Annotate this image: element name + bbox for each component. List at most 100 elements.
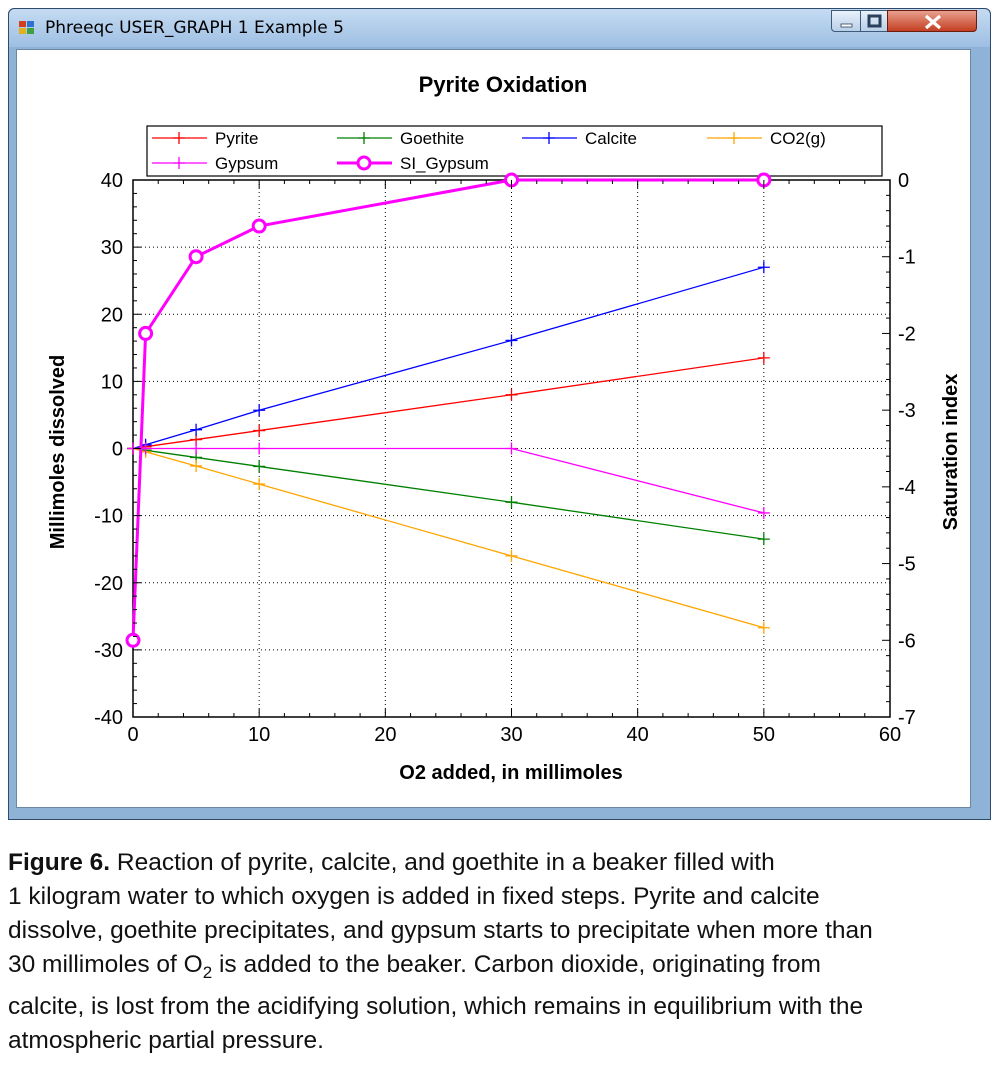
data-point (757, 351, 770, 364)
x-tick-label: 10 (248, 724, 270, 746)
data-point (190, 442, 203, 455)
legend-label: Goethite (400, 129, 464, 148)
legend-box (146, 125, 883, 177)
legend-item: Pyrite (152, 129, 258, 148)
data-point (253, 442, 266, 455)
minimize-icon (840, 23, 853, 28)
data-point (505, 549, 518, 562)
chart-series (125, 172, 772, 648)
legend-swatch-marker (173, 132, 185, 144)
series-line (132, 447, 765, 629)
legend-item: Gypsum (152, 154, 278, 173)
data-point (190, 459, 203, 472)
y2-tick-label: 0 (898, 170, 909, 192)
window-title: Phreeqc USER_GRAPH 1 Example 5 (45, 18, 344, 38)
caption-line-2: 1 kilogram water to which oxygen is adde… (8, 883, 820, 910)
caption-text-4a: 30 millimoles of O (8, 951, 203, 978)
chart-legend: Pyrite Goethite Calcite CO2(g) Gypsum SI_Gyps… (146, 125, 883, 177)
y2-tick-label: -2 (898, 323, 916, 345)
x-tick-label: 50 (753, 724, 775, 746)
series-line (131, 178, 764, 641)
legend-item: SI_Gypsum (337, 154, 489, 173)
legend-swatch-marker (356, 155, 372, 171)
data-point (757, 533, 770, 546)
x-tick-label: 30 (500, 724, 522, 746)
caption-text-1: Reaction of pyrite, calcite, and goethit… (110, 849, 775, 876)
maximize-icon (867, 14, 882, 28)
x-tick-label: 40 (627, 724, 649, 746)
legend-swatch-marker (543, 132, 555, 144)
series-calcite (127, 261, 770, 455)
legend-swatch-marker (173, 157, 185, 169)
y-tick-label: 40 (101, 170, 123, 192)
y-tick-label: -40 (94, 707, 123, 729)
chart-panel: Pyrite Oxidation Pyrite Goethite Calcite CO… (16, 49, 971, 808)
y-axis-label: Millimoles dissolved (47, 355, 69, 550)
x-tick-label: 60 (879, 724, 901, 746)
series-line (133, 447, 764, 514)
legend-swatch-marker (358, 132, 370, 144)
data-point (190, 423, 203, 436)
legend-item: CO2(g) (707, 129, 826, 148)
data-point (138, 325, 154, 341)
series-si-gypsum (125, 172, 772, 648)
series-line (132, 447, 764, 540)
legend-label: SI_Gypsum (400, 154, 489, 173)
y-tick-label: -30 (94, 640, 123, 662)
minimize-button[interactable] (831, 10, 861, 32)
series-line (132, 357, 764, 450)
data-point (505, 496, 518, 509)
caption-line-6: atmospheric partial pressure. (8, 1026, 324, 1054)
data-point (253, 478, 266, 491)
y-tick-label: -10 (94, 506, 123, 528)
series-gypsum (127, 442, 770, 519)
y2-tick-label: -5 (898, 554, 916, 576)
x-tick-label: 0 (127, 724, 138, 746)
series-pyrite (127, 351, 770, 455)
data-point (757, 506, 770, 519)
data-point (251, 218, 267, 234)
chart-title: Pyrite Oxidation (419, 72, 588, 97)
chart-ticks: 0 10 20 30 40 50 60-40-30-20-10010203040-7-6-5… (94, 170, 916, 746)
app-icon (19, 21, 34, 34)
close-icon (924, 14, 942, 30)
data-point (125, 632, 141, 648)
chart-canvas: Pyrite Oxidation Pyrite Goethite Calcite CO… (47, 72, 962, 784)
series-goethite (127, 442, 770, 546)
caption-line-4: 30 millimoles of O2 is added to the beak… (8, 948, 998, 990)
caption-label: Figure 6. (8, 849, 111, 876)
chart-window: Phreeqc USER_GRAPH 1 Example 5 Pyrite Ox… (8, 8, 991, 820)
data-point (253, 424, 266, 437)
y2-tick-label: -7 (898, 707, 916, 729)
legend-label: CO2(g) (770, 129, 826, 148)
legend-swatch-marker (728, 132, 740, 144)
caption-line-5: calcite, is lost from the acidifying sol… (8, 992, 864, 1020)
y2-tick-label: -6 (898, 630, 916, 652)
data-point (757, 621, 770, 634)
figure-caption: Figure 6. Reaction of pyrite, calcite, a… (8, 846, 998, 1058)
series-co2-g- (127, 442, 770, 634)
maximize-button[interactable] (860, 10, 888, 32)
close-button[interactable] (887, 10, 977, 32)
y2-axis-label: Saturation index (940, 374, 962, 531)
y-tick-label: 30 (101, 237, 123, 259)
legend-item: Calcite (522, 129, 637, 148)
caption-subscript: 2 (202, 962, 213, 982)
series-line (132, 266, 765, 450)
legend-item: Goethite (337, 129, 464, 148)
data-point (188, 249, 204, 265)
data-point (757, 261, 770, 274)
y2-tick-label: -3 (898, 400, 916, 422)
data-point (505, 388, 518, 401)
window-titlebar[interactable]: Phreeqc USER_GRAPH 1 Example 5 (9, 9, 990, 47)
y2-tick-label: -4 (898, 477, 916, 499)
x-axis-label: O2 added, in millimoles (399, 762, 622, 784)
y-tick-label: 20 (101, 304, 123, 326)
data-point (505, 442, 518, 455)
y-tick-label: -20 (94, 573, 123, 595)
legend-label: Calcite (585, 129, 637, 148)
y-tick-label: 10 (101, 371, 123, 393)
y2-tick-label: -1 (898, 247, 916, 269)
caption-text-4b: is added to the beaker. Carbon dioxide, … (212, 951, 821, 978)
y-tick-label: 0 (112, 439, 123, 461)
